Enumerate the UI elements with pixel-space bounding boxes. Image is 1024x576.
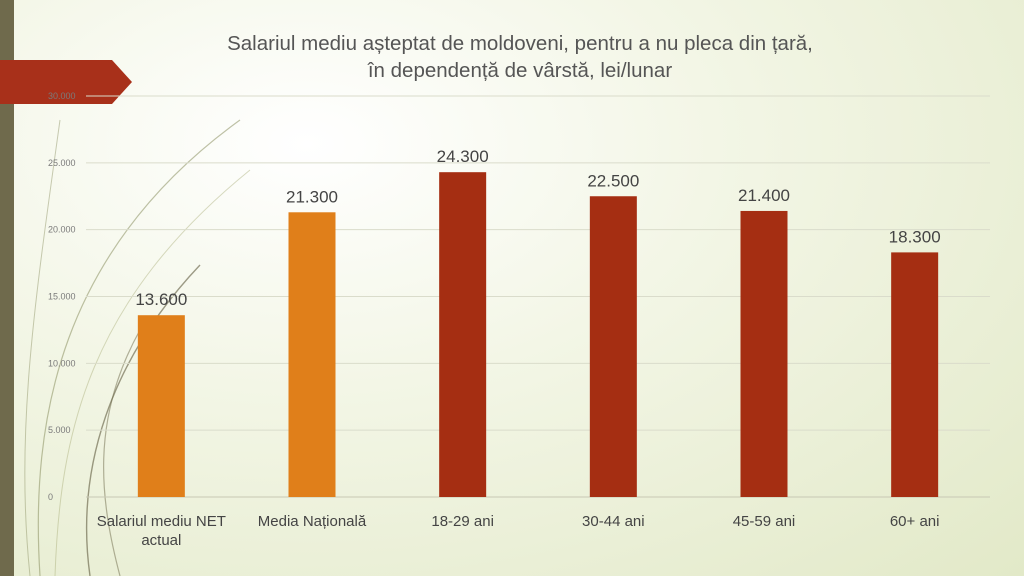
x-category-label: 30-44 ani <box>582 513 645 530</box>
bar <box>288 212 336 498</box>
data-label: 18.300 <box>889 227 941 246</box>
y-tick-label: 10.000 <box>48 358 76 368</box>
bar <box>740 210 788 497</box>
data-label: 22.500 <box>587 171 639 190</box>
bar <box>589 196 637 497</box>
data-label: 13.600 <box>135 290 187 309</box>
y-tick-label: 20.000 <box>48 225 76 235</box>
x-category-label: 60+ ani <box>890 513 940 530</box>
y-tick-label: 15.000 <box>48 292 76 302</box>
y-tick-label: 5.000 <box>48 425 71 435</box>
bar <box>439 172 487 497</box>
x-category-label: Salariul mediu NET <box>97 513 226 530</box>
chart-title-line-1: Salariul mediu așteptat de moldoveni, pe… <box>227 32 813 55</box>
y-tick-label: 25.000 <box>48 158 76 168</box>
data-label: 21.300 <box>286 187 338 206</box>
bar <box>891 252 939 497</box>
data-label: 21.400 <box>738 186 790 205</box>
data-label: 24.300 <box>437 147 489 166</box>
y-tick-label: 0 <box>48 492 53 502</box>
y-tick-label: 30.000 <box>48 91 76 101</box>
side-stripe <box>0 0 14 576</box>
x-category-label: actual <box>141 532 181 549</box>
x-category-label: 18-29 ani <box>431 513 494 530</box>
chart-title-line-2: în dependență de vârstă, lei/lunar <box>367 59 673 82</box>
chart-title: Salariul mediu așteptat de moldoveni, pe… <box>150 30 890 84</box>
x-category-label: Media Națională <box>258 513 367 530</box>
bar <box>137 315 185 497</box>
x-category-label: 45-59 ani <box>733 513 796 530</box>
title-arrow-shape <box>0 60 132 104</box>
